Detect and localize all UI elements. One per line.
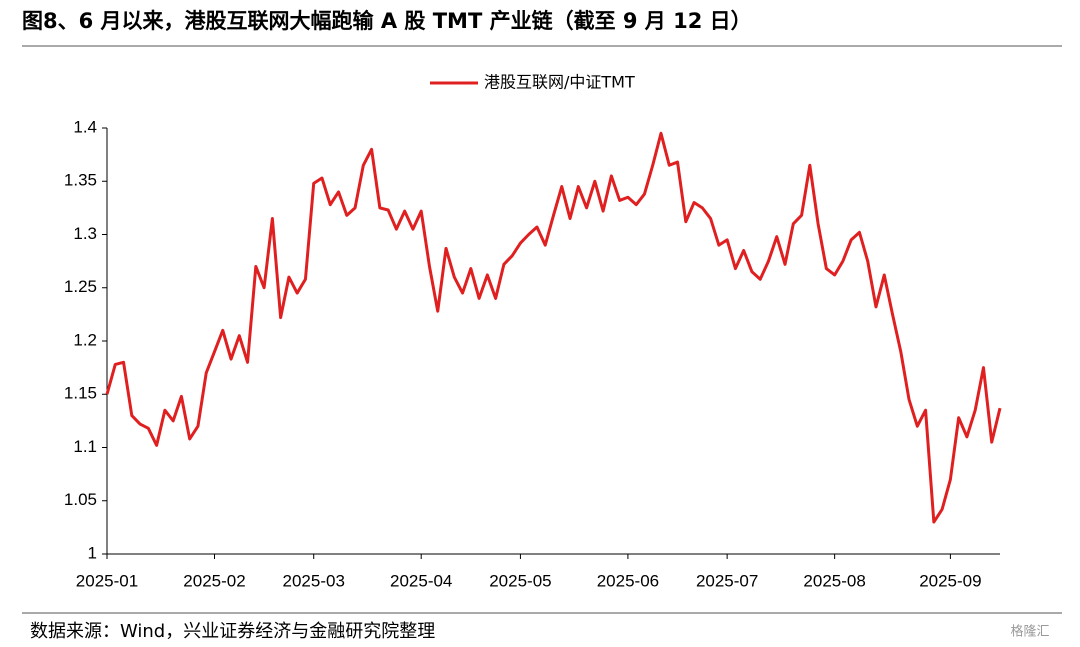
- y-tick-label: 1.05: [64, 490, 97, 509]
- x-tick-label: 2025-08: [803, 571, 865, 590]
- chart-title: 图8、6 月以来，港股互联网大幅跑输 A 股 TMT 产业链（截至 9 月 12…: [22, 9, 752, 33]
- y-tick-label: 1.4: [73, 117, 97, 136]
- x-tick-label: 2025-06: [597, 571, 659, 590]
- watermark: 格隆汇: [1010, 624, 1049, 640]
- y-tick-label: 1.35: [64, 171, 97, 190]
- x-tick-label: 2025-03: [283, 571, 345, 590]
- y-tick-label: 1.2: [73, 330, 97, 349]
- y-tick-label: 1.1: [73, 437, 97, 456]
- y-tick-label: 1: [88, 543, 97, 562]
- x-tick-label: 2025-09: [919, 571, 981, 590]
- x-tick-label: 2025-01: [76, 571, 138, 590]
- legend-label: 港股互联网/中证TMT: [484, 73, 635, 92]
- source-note: 数据来源：Wind，兴业证券经济与金融研究院整理: [30, 621, 435, 642]
- y-tick-label: 1.3: [73, 224, 97, 243]
- x-tick-label: 2025-07: [696, 571, 758, 590]
- series-line: [105, 131, 1002, 524]
- y-tick-label: 1.25: [64, 277, 97, 296]
- x-tick-label: 2025-02: [183, 571, 245, 590]
- x-tick-label: 2025-04: [390, 571, 452, 590]
- y-tick-label: 1.15: [64, 384, 97, 403]
- x-tick-label: 2025-05: [489, 571, 551, 590]
